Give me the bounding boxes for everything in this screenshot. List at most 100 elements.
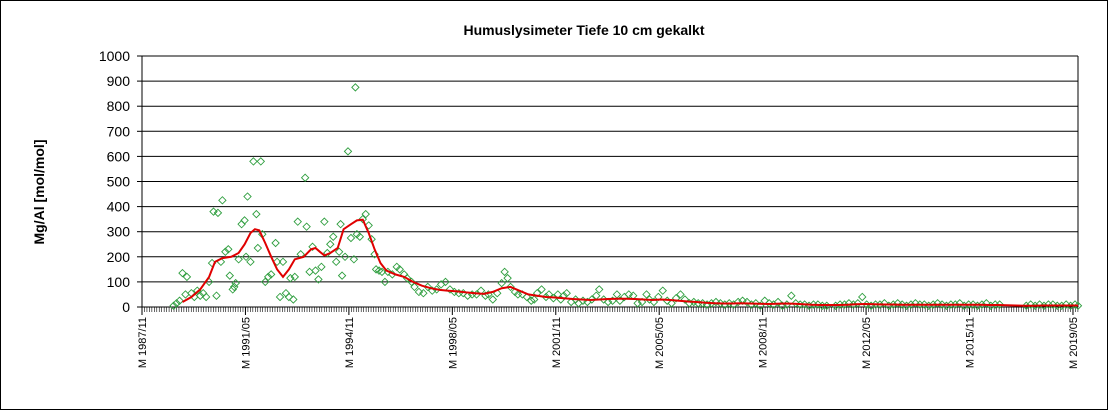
scatter-point [225, 271, 235, 280]
scatter-point [968, 300, 978, 309]
y-tick-label: 800 [107, 98, 131, 114]
x-tick-label: M 2001/11 [551, 317, 563, 368]
scatter-point [906, 300, 916, 309]
y-tick-label: 500 [107, 174, 131, 190]
scatter-point [261, 277, 270, 287]
scatter-point [311, 266, 320, 275]
scatter-point [764, 298, 774, 308]
scatter-point [813, 300, 823, 309]
scatter-point [253, 243, 263, 253]
scatter-point [671, 293, 681, 303]
scatter-point [300, 173, 310, 182]
scatter-point [326, 240, 335, 249]
scatter-point [263, 272, 273, 282]
scatter-point [334, 247, 344, 257]
scatter-point [284, 292, 294, 302]
scatter-point [642, 290, 651, 299]
scatter-point [201, 292, 211, 302]
scatter-point [213, 208, 223, 218]
x-tick-label: M 2019/05 [1068, 317, 1080, 369]
scatter-point [791, 298, 800, 308]
scatter-point [380, 277, 390, 287]
scatter-point [875, 300, 885, 309]
scatter-point [195, 291, 205, 300]
scatter-point [241, 252, 251, 262]
scatter-point [305, 267, 314, 277]
scatter-point [212, 291, 221, 300]
scatter-point [343, 147, 353, 156]
scatter-point [955, 298, 965, 308]
scatter-point [658, 286, 667, 295]
scatter-point [275, 292, 285, 302]
scatter-point [1035, 300, 1044, 309]
smooth-series-line [182, 218, 1078, 307]
scatter-point [787, 291, 796, 300]
scatter-point [733, 297, 743, 307]
scatter-point [725, 298, 734, 308]
scatter-point [314, 275, 323, 284]
scatter-point [228, 285, 237, 294]
scatter-point [340, 252, 350, 262]
y-tick-label: 200 [107, 249, 131, 265]
scatter-point [286, 273, 295, 283]
scatter-point [676, 290, 685, 299]
scatter-point [209, 207, 218, 216]
y-tick-label: 0 [122, 299, 130, 315]
scatter-point [773, 297, 783, 307]
scatter-point [419, 288, 428, 298]
scatter-point [537, 285, 546, 294]
scatter-point [289, 295, 298, 304]
scatter-point [271, 238, 280, 248]
scatter-point [633, 298, 642, 308]
scatter-point [840, 300, 849, 309]
scatter-point [445, 285, 455, 294]
scatter-point [172, 298, 181, 308]
x-tick-label: M 2008/11 [758, 317, 770, 368]
scatter-point [951, 300, 960, 309]
scatter-point [249, 157, 258, 166]
scatter-point [911, 298, 920, 308]
scatter-point [218, 196, 227, 205]
scatter-point [711, 297, 721, 307]
x-tick-label: M 2005/05 [654, 317, 666, 369]
scatter-point [716, 298, 725, 308]
scatter-point [240, 216, 249, 225]
scatter-point [982, 298, 991, 308]
scatter-point [336, 219, 345, 229]
scatter-point [1030, 301, 1040, 310]
scatter-point [272, 257, 282, 267]
scatter-point [488, 295, 498, 304]
scatter-point [506, 282, 515, 292]
scatter-point [256, 157, 266, 166]
scatter-points [169, 83, 1083, 310]
scatter-point [323, 248, 332, 258]
scatter-point [933, 298, 942, 308]
scatter-point [395, 265, 404, 274]
scatter-point [594, 285, 604, 294]
x-tick-label: M 1991/05 [240, 317, 252, 369]
scatter-point [858, 292, 867, 302]
scatter-point [937, 300, 947, 309]
scatter-point [680, 295, 690, 304]
scatter-point [559, 291, 568, 300]
scatter-point [243, 192, 252, 201]
y-axis-label: Mg/Al [mol/mol] [31, 140, 47, 245]
scatter-point [893, 298, 902, 308]
scatter-point [532, 288, 542, 298]
scatter-point [1061, 300, 1071, 309]
scatter-point [231, 278, 240, 288]
scatter-point [361, 209, 370, 219]
scatter-point [500, 267, 509, 277]
scatter-point [290, 272, 300, 282]
scatter-point [603, 297, 613, 307]
scatter-point [637, 297, 647, 307]
gridlines [142, 55, 1078, 308]
scatter-point [880, 298, 889, 308]
scatter-point [928, 300, 938, 309]
y-tick-label: 900 [107, 73, 131, 89]
y-tick-label: 700 [107, 123, 131, 139]
scatter-point [317, 262, 326, 272]
scatter-point [503, 273, 512, 283]
